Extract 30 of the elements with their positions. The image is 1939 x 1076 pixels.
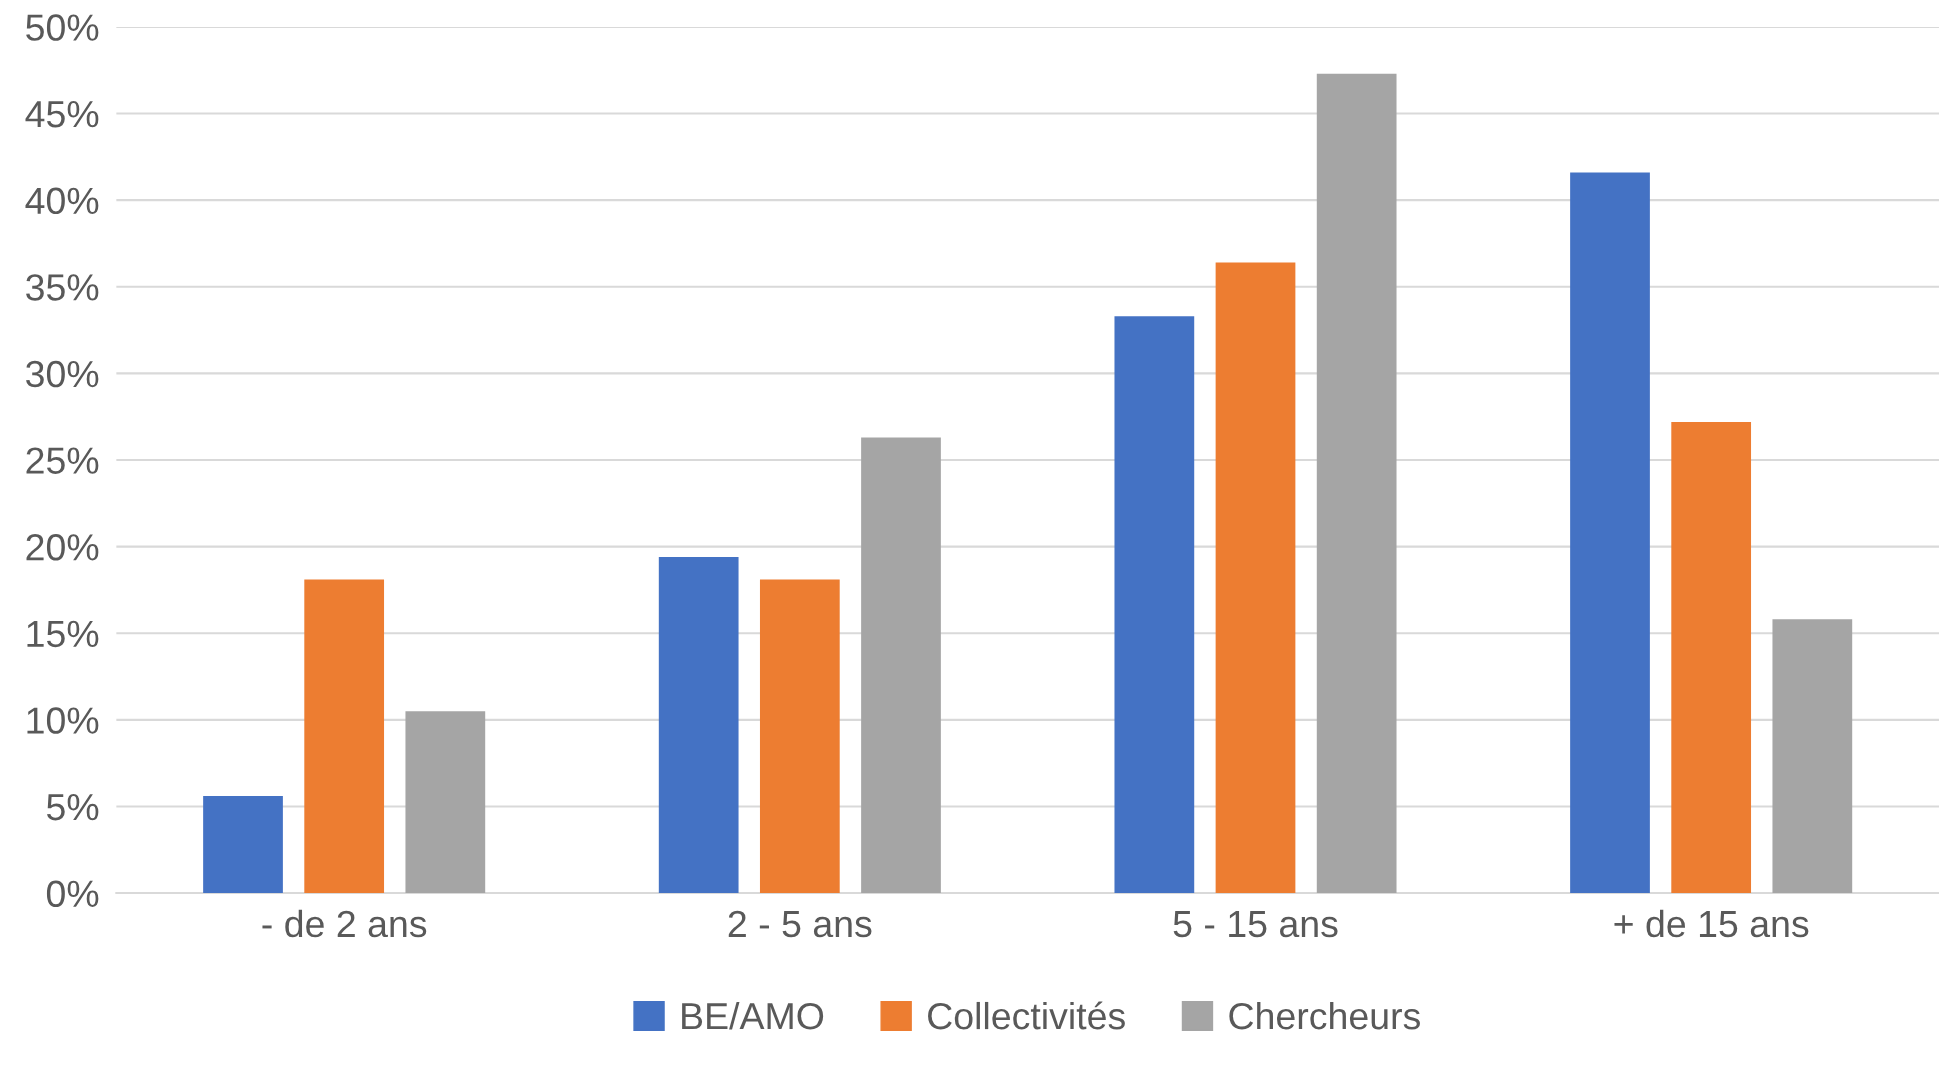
bar — [1772, 619, 1853, 894]
y-tick-label: 10% — [27, 707, 99, 734]
bar — [861, 437, 941, 894]
bar — [1316, 73, 1397, 894]
y-tick-label: 30% — [26, 360, 99, 388]
x-tick-label: 2 - 5 ans — [728, 910, 872, 938]
bar — [1671, 421, 1752, 894]
y-tick-label: 5% — [46, 794, 99, 821]
legend-label: Chercheurs — [1229, 1001, 1420, 1030]
y-tick-label: 50% — [26, 14, 99, 41]
bar — [1570, 172, 1650, 894]
y-tick-label: 15% — [27, 620, 99, 648]
bar — [1114, 316, 1195, 894]
legend-label: Collectivités — [928, 1001, 1125, 1030]
y-tick-label: 35% — [26, 274, 99, 301]
bar — [203, 796, 283, 894]
x-tick-label: 5 - 15 ans — [1173, 911, 1338, 938]
legend-label: BE/AMO — [682, 1001, 824, 1030]
y-tick-label: 0% — [46, 880, 99, 908]
bar — [1215, 262, 1296, 894]
x-tick-label: + de 15 ans — [1614, 909, 1809, 938]
bar — [405, 711, 486, 894]
x-tick-label: - de 2 ans — [262, 909, 427, 938]
bar — [658, 557, 739, 894]
y-tick-label: 45% — [25, 101, 99, 128]
bar — [304, 579, 385, 894]
bar — [759, 579, 840, 894]
y-tick-label: 20% — [26, 534, 99, 561]
y-tick-label: 25% — [26, 447, 99, 474]
y-tick-label: 40% — [25, 187, 99, 215]
